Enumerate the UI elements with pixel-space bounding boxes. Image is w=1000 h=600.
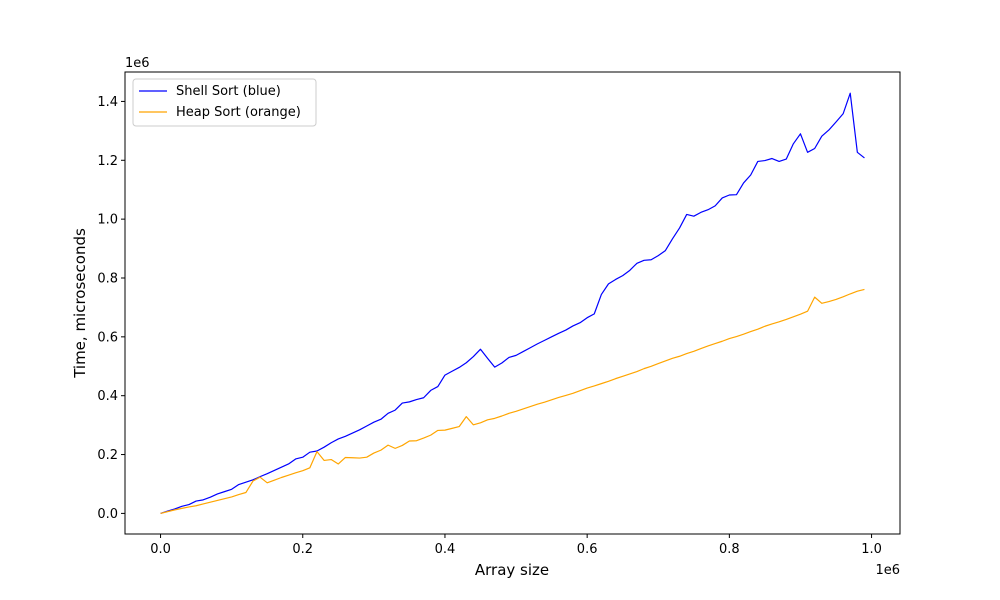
y-axis-label: Time, microseconds — [71, 228, 89, 379]
legend-label-shell-sort: Shell Sort (blue) — [176, 84, 281, 99]
series-line-heap-sort — [160, 288, 865, 514]
plot-frame — [124, 71, 901, 535]
x-tick-label: 0.8 — [719, 542, 740, 557]
series-layer — [160, 92, 865, 514]
y-tick-label: 0.2 — [97, 448, 118, 463]
x-axis-ticks: 0.0 0.2 0.4 0.6 0.8 1.0 — [150, 534, 882, 557]
series-line-shell-sort — [160, 92, 865, 514]
x-tick-label: 0.4 — [435, 542, 456, 557]
x-tick-label: 0.2 — [292, 542, 313, 557]
legend-label-heap-sort: Heap Sort (orange) — [176, 105, 301, 120]
y-tick-label: 0.4 — [97, 389, 118, 404]
y-tick-label: 1.4 — [97, 95, 118, 110]
y-tick-label: 0.0 — [97, 507, 118, 522]
x-tick-label: 1.0 — [861, 542, 882, 557]
x-tick-label: 0.0 — [150, 542, 171, 557]
legend-box — [132, 78, 317, 127]
y-tick-label: 0.8 — [97, 271, 118, 286]
plot-area — [125, 72, 900, 534]
x-tick-label: 0.6 — [577, 542, 598, 557]
y-axis-ticks: 0.0 0.2 0.4 0.6 0.8 1.0 1.2 1.4 — [97, 95, 125, 522]
y-tick-label: 1.0 — [97, 213, 118, 228]
x-offset-label: 1e6 — [875, 563, 900, 578]
legend: Shell Sort (blue) Heap Sort (orange) — [132, 78, 317, 127]
x-axis-label: Array size — [475, 561, 549, 579]
y-offset-label: 1e6 — [125, 56, 150, 71]
y-tick-label: 0.6 — [97, 330, 118, 345]
y-tick-label: 1.2 — [97, 154, 118, 169]
